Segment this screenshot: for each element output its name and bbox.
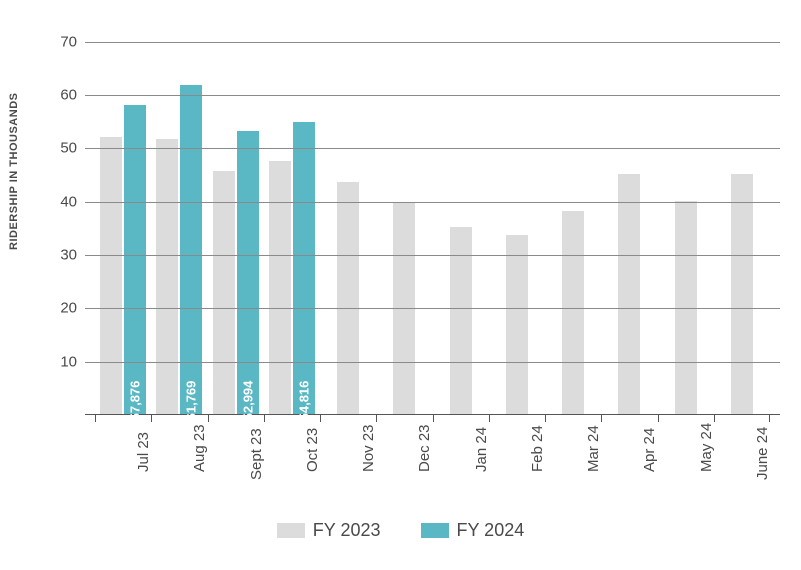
bar-fy2024: 52,994 [237,131,259,414]
x-label-cell: June 24 [714,420,770,490]
bar-fy2023 [337,182,359,414]
month-group [658,15,714,414]
bar-fy2023 [506,235,528,414]
x-label-cell: Apr 24 [601,420,657,490]
x-label-cell: Jan 24 [433,420,489,490]
x-axis-label: Apr 24 [641,428,658,472]
bar-fy2023 [213,171,235,414]
x-axis-label: June 24 [754,427,771,480]
month-group [601,15,657,414]
x-axis-label: Mar 24 [585,425,602,472]
x-axis-label: Jul 23 [135,432,152,472]
y-tick-label: 10 [60,353,77,370]
legend-swatch-fy2024 [421,523,449,538]
legend: FY 2023 FY 2024 [0,520,801,541]
x-label-cell: Nov 23 [320,420,376,490]
x-axis-label: May 24 [698,423,715,472]
grid-line [85,202,780,203]
month-group: 57,876 [95,15,151,414]
x-axis-label: Feb 24 [529,425,546,472]
grid-line [85,255,780,256]
bar-fy2023 [731,174,753,414]
bars-container: 57,876 61,769 52,994 54,816 [85,15,780,414]
month-group [433,15,489,414]
month-group [376,15,432,414]
y-axis-title: RIDERSHIP IN THOUSANDS [8,93,20,250]
grid-line [85,362,780,363]
bar-fy2023 [269,161,291,414]
bar-fy2024: 61,769 [180,85,202,414]
x-label-cell: Mar 24 [545,420,601,490]
y-tick-label: 50 [60,140,77,157]
x-label-cell: Dec 23 [376,420,432,490]
legend-item-fy2023: FY 2023 [277,520,381,541]
bar-fy2023 [618,174,640,414]
legend-label-fy2023: FY 2023 [313,520,381,541]
month-group [714,15,770,414]
x-axis-label: Oct 23 [304,428,321,472]
x-label-cell: Feb 24 [489,420,545,490]
y-tick-label: 20 [60,300,77,317]
y-tick-label: 40 [60,193,77,210]
month-group: 61,769 [151,15,207,414]
grid-line [85,148,780,149]
grid-line [85,95,780,96]
x-label-cell: Aug 23 [151,420,207,490]
month-group [489,15,545,414]
month-group [320,15,376,414]
month-group [545,15,601,414]
bar-fy2023 [562,211,584,414]
bar-fy2023 [156,139,178,414]
x-labels-container: Jul 23 Aug 23 Sept 23 Oct 23 Nov 23 Dec 23 Jan… [85,420,780,490]
x-label-cell: Jul 23 [95,420,151,490]
x-axis-label: Sept 23 [248,428,265,480]
x-label-cell: Oct 23 [264,420,320,490]
plot-area: 57,87661,76952,99454,816 10203040506070 [85,15,780,415]
bar-fy2023 [675,201,697,414]
ridership-chart: RIDERSHIP IN THOUSANDS 57,876 61,769 52,99… [0,0,801,570]
legend-swatch-fy2023 [277,523,305,538]
x-label-cell: Sept 23 [208,420,264,490]
y-tick-label: 70 [60,33,77,50]
y-tick-label: 60 [60,87,77,104]
bar-fy2024: 54,816 [293,122,315,414]
x-axis-label: Dec 23 [416,424,433,472]
x-axis-label: Nov 23 [360,424,377,472]
legend-label-fy2024: FY 2024 [457,520,525,541]
y-tick-label: 30 [60,247,77,264]
legend-item-fy2024: FY 2024 [421,520,525,541]
x-label-cell: May 24 [658,420,714,490]
month-group: 52,994 [208,15,264,414]
grid-line [85,42,780,43]
grid-line [85,308,780,309]
bar-fy2023 [100,137,122,414]
x-axis-label: Aug 23 [191,424,208,472]
month-group: 54,816 [264,15,320,414]
bar-fy2024: 57,876 [124,105,146,414]
x-axis-label: Jan 24 [473,427,490,472]
